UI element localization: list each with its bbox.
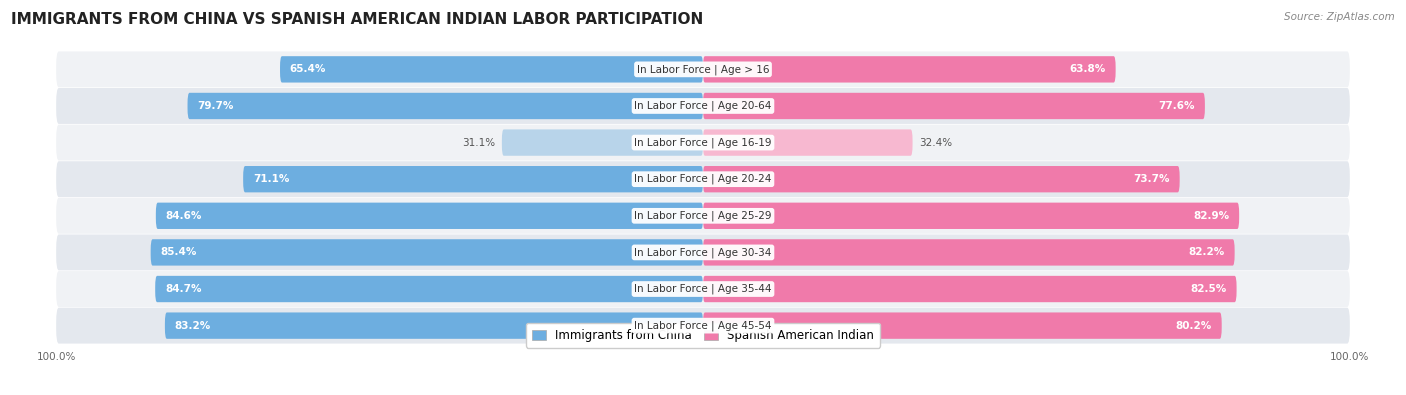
FancyBboxPatch shape bbox=[56, 198, 1350, 234]
FancyBboxPatch shape bbox=[280, 56, 703, 83]
Text: 82.5%: 82.5% bbox=[1191, 284, 1227, 294]
Text: 84.6%: 84.6% bbox=[166, 211, 202, 221]
Text: 85.4%: 85.4% bbox=[160, 247, 197, 258]
Text: In Labor Force | Age 45-54: In Labor Force | Age 45-54 bbox=[634, 320, 772, 331]
Text: In Labor Force | Age > 16: In Labor Force | Age > 16 bbox=[637, 64, 769, 75]
FancyBboxPatch shape bbox=[703, 93, 1205, 119]
FancyBboxPatch shape bbox=[703, 56, 1115, 83]
Text: 77.6%: 77.6% bbox=[1159, 101, 1195, 111]
FancyBboxPatch shape bbox=[703, 276, 1237, 302]
FancyBboxPatch shape bbox=[56, 161, 1350, 197]
FancyBboxPatch shape bbox=[703, 203, 1239, 229]
FancyBboxPatch shape bbox=[56, 235, 1350, 270]
Legend: Immigrants from China, Spanish American Indian: Immigrants from China, Spanish American … bbox=[526, 323, 880, 348]
FancyBboxPatch shape bbox=[56, 88, 1350, 124]
Text: In Labor Force | Age 30-34: In Labor Force | Age 30-34 bbox=[634, 247, 772, 258]
Text: 32.4%: 32.4% bbox=[920, 137, 952, 148]
FancyBboxPatch shape bbox=[187, 93, 703, 119]
Text: 80.2%: 80.2% bbox=[1175, 321, 1212, 331]
Text: 63.8%: 63.8% bbox=[1070, 64, 1107, 74]
FancyBboxPatch shape bbox=[502, 130, 703, 156]
Text: 83.2%: 83.2% bbox=[174, 321, 211, 331]
Text: Source: ZipAtlas.com: Source: ZipAtlas.com bbox=[1284, 12, 1395, 22]
FancyBboxPatch shape bbox=[56, 51, 1350, 87]
FancyBboxPatch shape bbox=[703, 130, 912, 156]
FancyBboxPatch shape bbox=[156, 203, 703, 229]
FancyBboxPatch shape bbox=[703, 239, 1234, 265]
FancyBboxPatch shape bbox=[703, 166, 1180, 192]
Text: In Labor Force | Age 20-64: In Labor Force | Age 20-64 bbox=[634, 101, 772, 111]
Text: 31.1%: 31.1% bbox=[463, 137, 495, 148]
FancyBboxPatch shape bbox=[155, 276, 703, 302]
Text: In Labor Force | Age 16-19: In Labor Force | Age 16-19 bbox=[634, 137, 772, 148]
Text: 82.9%: 82.9% bbox=[1194, 211, 1229, 221]
FancyBboxPatch shape bbox=[56, 308, 1350, 344]
Text: 79.7%: 79.7% bbox=[197, 101, 233, 111]
FancyBboxPatch shape bbox=[165, 312, 703, 339]
FancyBboxPatch shape bbox=[56, 271, 1350, 307]
Text: 84.7%: 84.7% bbox=[165, 284, 201, 294]
FancyBboxPatch shape bbox=[150, 239, 703, 265]
Text: In Labor Force | Age 20-24: In Labor Force | Age 20-24 bbox=[634, 174, 772, 184]
Text: IMMIGRANTS FROM CHINA VS SPANISH AMERICAN INDIAN LABOR PARTICIPATION: IMMIGRANTS FROM CHINA VS SPANISH AMERICA… bbox=[11, 12, 703, 27]
Text: In Labor Force | Age 25-29: In Labor Force | Age 25-29 bbox=[634, 211, 772, 221]
FancyBboxPatch shape bbox=[243, 166, 703, 192]
Text: 71.1%: 71.1% bbox=[253, 174, 290, 184]
Text: In Labor Force | Age 35-44: In Labor Force | Age 35-44 bbox=[634, 284, 772, 294]
Text: 65.4%: 65.4% bbox=[290, 64, 326, 74]
Text: 82.2%: 82.2% bbox=[1188, 247, 1225, 258]
FancyBboxPatch shape bbox=[56, 125, 1350, 160]
Text: 73.7%: 73.7% bbox=[1133, 174, 1170, 184]
FancyBboxPatch shape bbox=[703, 312, 1222, 339]
